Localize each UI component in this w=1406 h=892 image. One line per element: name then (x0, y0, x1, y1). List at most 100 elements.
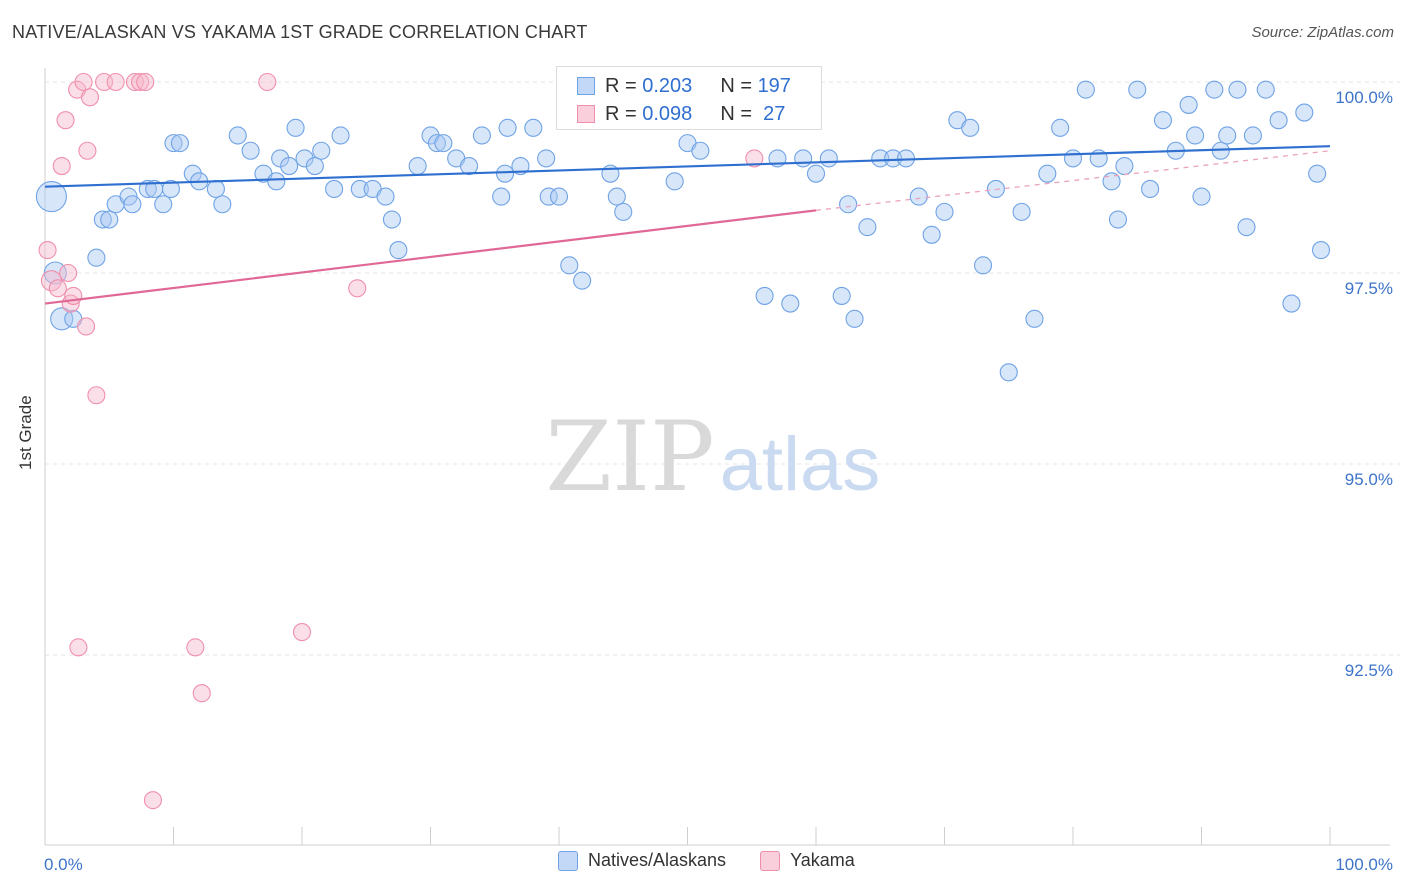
natives-point (382, 210, 402, 229)
natives-point (839, 195, 858, 214)
natives-point (312, 141, 331, 160)
natives-point (427, 134, 446, 153)
natives-point (459, 156, 479, 176)
yakama-point (106, 72, 125, 92)
natives-point (1295, 103, 1314, 122)
series-legend-yakama: Yakama (760, 850, 855, 871)
natives-point (331, 126, 350, 145)
yakama-point (78, 141, 97, 160)
natives-point (434, 134, 453, 153)
yakama-point (186, 638, 205, 657)
natives-point (1308, 164, 1327, 183)
natives-point (1076, 80, 1095, 99)
natives-trend-line (44, 145, 1331, 188)
yakama-point (38, 241, 57, 260)
natives-point (267, 172, 286, 191)
natives-point (871, 149, 890, 168)
x-tick-label: 0.0% (44, 855, 83, 874)
yakama-point (80, 88, 100, 107)
natives-point (1063, 149, 1083, 168)
yakama-point (59, 263, 78, 283)
natives-point (794, 149, 813, 168)
natives-point (164, 134, 183, 153)
natives-point (511, 156, 530, 176)
natives-point (286, 118, 305, 137)
natives-point (614, 202, 633, 221)
legend-row-natives: R = 0.203 N = 197 (577, 73, 791, 99)
natives-point (138, 179, 157, 199)
natives-point (1108, 210, 1128, 229)
legend-n-label: N = (720, 102, 752, 125)
legend-r-value-yakama: 0.098 (642, 102, 693, 125)
yakama-trend-line (44, 209, 817, 305)
natives-point (472, 126, 491, 145)
natives-point (973, 256, 993, 275)
yakama-point (745, 149, 764, 168)
natives-point (87, 248, 106, 267)
natives-point (295, 149, 314, 168)
natives-point (858, 218, 877, 237)
yakama-point (192, 684, 211, 703)
natives-point (1269, 111, 1288, 130)
watermark-atlas: atlas (720, 422, 881, 507)
natives-point (305, 156, 324, 176)
chart-title: NATIVE/ALASKAN VS YAKAMA 1ST GRADE CORRE… (12, 22, 588, 42)
natives-point (161, 179, 180, 199)
natives-point (1179, 95, 1198, 114)
natives-point (1243, 126, 1262, 145)
yakama-point (69, 638, 88, 657)
legend-r-label: R = (605, 102, 637, 125)
natives-point (1141, 179, 1160, 199)
natives-point (573, 271, 592, 290)
natives-point (691, 141, 710, 160)
yakama-point (74, 72, 93, 92)
natives-point (524, 118, 543, 137)
natives-point (1282, 294, 1301, 313)
natives-point (1237, 218, 1256, 237)
natives-point (560, 256, 579, 275)
series-swatch-yakama (760, 850, 781, 871)
natives-point (1025, 309, 1044, 328)
natives-point (935, 202, 954, 221)
natives-point (549, 187, 569, 206)
natives-point (607, 187, 626, 206)
natives-point (832, 286, 851, 305)
natives-point (1038, 164, 1057, 183)
legend-swatch-yakama (577, 105, 595, 123)
natives-point (325, 179, 344, 199)
natives-point (665, 172, 684, 191)
yakama-point (125, 72, 144, 92)
natives-point (1311, 241, 1331, 260)
natives-point (1153, 111, 1172, 130)
natives-point (35, 181, 67, 213)
legend-n-value-yakama: 27 (763, 102, 786, 125)
natives-point (492, 187, 511, 206)
natives-point (1205, 80, 1224, 99)
watermark-zip: ZIP (545, 401, 714, 513)
natives-point (819, 149, 838, 168)
series-legend-natives: Natives/Alaskans (558, 850, 726, 871)
natives-point (922, 225, 941, 244)
natives-point (93, 210, 112, 229)
yakama-point (56, 111, 75, 130)
series-swatch-natives (558, 850, 578, 871)
yakama-point (131, 72, 150, 92)
legend-r-value-natives: 0.203 (642, 74, 693, 97)
natives-point (884, 149, 903, 168)
y-tick-label: 95.0% (1345, 470, 1393, 489)
yakama-point (77, 317, 96, 336)
yakama-point (348, 279, 367, 298)
legend-row-yakama: R = 0.098 N = 27 (577, 101, 785, 127)
natives-point (228, 126, 247, 145)
y-tick-label: 97.5% (1345, 279, 1393, 298)
natives-point (1192, 187, 1211, 206)
natives-point (1115, 156, 1134, 176)
natives-point (350, 179, 369, 199)
natives-point (280, 156, 299, 176)
series-legend: Natives/Alaskans Yakama (558, 850, 889, 871)
natives-point (241, 141, 260, 160)
yakama-point (136, 72, 155, 92)
natives-point (408, 156, 427, 176)
natives-point (154, 195, 173, 214)
